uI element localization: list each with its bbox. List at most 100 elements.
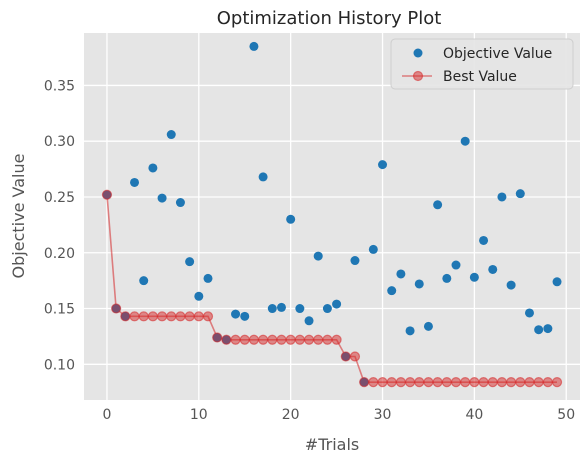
objective-point	[534, 325, 544, 335]
best-value-point	[506, 377, 517, 388]
best-value-point	[258, 334, 269, 345]
objective-point	[515, 189, 525, 199]
legend-best-marker	[412, 70, 424, 82]
best-value-point	[202, 311, 214, 322]
objective-point	[276, 302, 286, 312]
best-value-point	[460, 377, 471, 388]
x-tick-label: 20	[282, 407, 300, 423]
y-tick-label: 0.25	[44, 190, 75, 206]
best-value-point	[515, 377, 526, 388]
best-value-point	[120, 311, 131, 322]
best-value-point	[267, 334, 278, 345]
best-value-point	[496, 377, 508, 388]
objective-point	[378, 160, 388, 170]
legend-best-label: Best Value	[443, 69, 517, 85]
best-value-point	[340, 351, 351, 362]
best-value-point	[212, 332, 223, 343]
best-value-point	[166, 311, 177, 322]
objective-point	[194, 291, 204, 301]
objective-point	[267, 304, 277, 314]
y-tick-label: 0.10	[44, 357, 75, 373]
best-value-point	[138, 311, 149, 322]
x-tick-label: 50	[557, 407, 575, 423]
objective-point	[543, 324, 553, 334]
legend-box	[390, 38, 574, 90]
objective-point	[396, 269, 406, 279]
objective-point	[185, 257, 195, 267]
best-value-point	[423, 377, 434, 388]
best-value-point	[533, 377, 544, 388]
best-value-point	[230, 334, 241, 345]
x-tick-label: 40	[465, 407, 483, 423]
best-value-point	[386, 377, 397, 388]
objective-point	[433, 200, 443, 210]
objective-point	[350, 256, 360, 266]
legend: Objective Value Best Value	[390, 38, 574, 90]
best-value-points	[101, 189, 563, 388]
objective-point	[488, 264, 498, 274]
best-value-point	[175, 311, 186, 322]
best-value-point	[184, 311, 195, 322]
best-value-point	[294, 334, 305, 345]
best-value-point	[221, 334, 232, 345]
objective-point	[322, 304, 332, 314]
best-value-point	[432, 377, 443, 388]
objective-point	[231, 309, 241, 319]
objective-point	[387, 286, 397, 296]
best-value-point	[331, 334, 342, 345]
best-value-point	[441, 377, 452, 388]
best-value-point	[359, 377, 370, 388]
y-tick-label: 0.35	[44, 78, 75, 94]
legend-objective-marker	[413, 48, 423, 58]
best-value-point	[487, 377, 498, 388]
objective-point	[130, 177, 140, 187]
best-value-point	[101, 189, 113, 200]
objective-point	[451, 260, 461, 270]
best-value-point	[368, 377, 379, 388]
objective-point	[552, 277, 562, 287]
best-value-point	[147, 311, 158, 322]
x-tick-label: 0	[103, 407, 112, 423]
x-tick-label: 10	[190, 407, 208, 423]
chart-title: Optimization History Plot	[217, 8, 442, 29]
best-value-point	[285, 334, 296, 345]
objective-point	[524, 308, 534, 318]
best-value-point	[129, 311, 140, 322]
x-axis-label: #Trials	[305, 435, 359, 454]
y-tick-labels: 0.10 0.15 0.20 0.25 0.30 0.35	[44, 78, 75, 373]
best-value-point	[313, 334, 324, 345]
objective-point	[258, 172, 268, 182]
objective-point	[203, 273, 213, 283]
objective-point	[469, 272, 479, 282]
best-value-point	[248, 334, 260, 345]
best-value-point	[478, 377, 489, 388]
objective-point	[295, 304, 305, 314]
best-value-point	[524, 377, 535, 388]
objective-point	[414, 279, 424, 289]
objective-point	[332, 299, 342, 309]
objective-point	[249, 41, 259, 51]
best-value-point	[551, 377, 563, 388]
best-value-point	[469, 377, 480, 388]
objective-point	[497, 192, 507, 202]
objective-point	[368, 244, 378, 254]
best-value-point	[276, 334, 287, 345]
best-value-point	[193, 311, 204, 322]
objective-point	[479, 235, 489, 245]
best-value-point	[377, 377, 388, 388]
best-value-point	[404, 377, 416, 388]
objective-point	[157, 193, 167, 203]
y-tick-label: 0.20	[44, 246, 75, 262]
y-tick-label: 0.15	[44, 302, 75, 318]
objective-point	[148, 163, 158, 173]
objective-point	[313, 251, 323, 261]
objective-point	[405, 326, 415, 336]
objective-point	[166, 130, 176, 140]
best-value-point	[111, 303, 122, 314]
best-value-point	[450, 377, 462, 388]
objective-point	[506, 280, 516, 290]
objective-point	[304, 316, 314, 326]
legend-objective-label: Objective Value	[443, 46, 552, 62]
best-value-point	[156, 311, 168, 322]
objective-point	[286, 214, 296, 224]
